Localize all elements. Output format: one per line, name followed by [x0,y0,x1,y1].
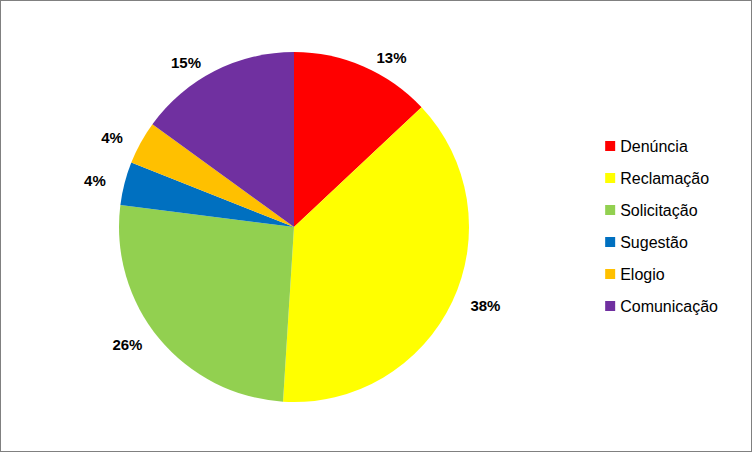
svg-text:13%: 13% [376,49,406,66]
svg-text:4%: 4% [101,129,123,146]
svg-text:38%: 38% [470,297,500,314]
svg-text:4%: 4% [84,172,106,189]
svg-text:Sugestão: Sugestão [620,234,688,251]
svg-text:15%: 15% [171,54,201,71]
svg-text:26%: 26% [112,336,142,353]
svg-text:Elogio: Elogio [620,266,665,283]
svg-text:Comunicação: Comunicação [620,298,718,315]
svg-text:Reclamação: Reclamação [620,170,709,187]
svg-text:Denúncia: Denúncia [620,138,688,155]
svg-text:Solicitação: Solicitação [620,202,697,219]
